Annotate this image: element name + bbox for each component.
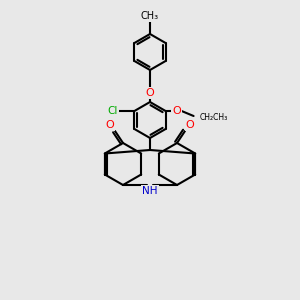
Text: O: O: [186, 120, 194, 130]
Text: CH₃: CH₃: [141, 11, 159, 21]
Text: O: O: [172, 106, 181, 116]
Text: CH₂CH₃: CH₂CH₃: [200, 112, 228, 122]
Text: O: O: [106, 120, 114, 130]
Text: O: O: [146, 88, 154, 98]
Text: NH: NH: [142, 186, 158, 196]
Text: Cl: Cl: [107, 106, 118, 116]
